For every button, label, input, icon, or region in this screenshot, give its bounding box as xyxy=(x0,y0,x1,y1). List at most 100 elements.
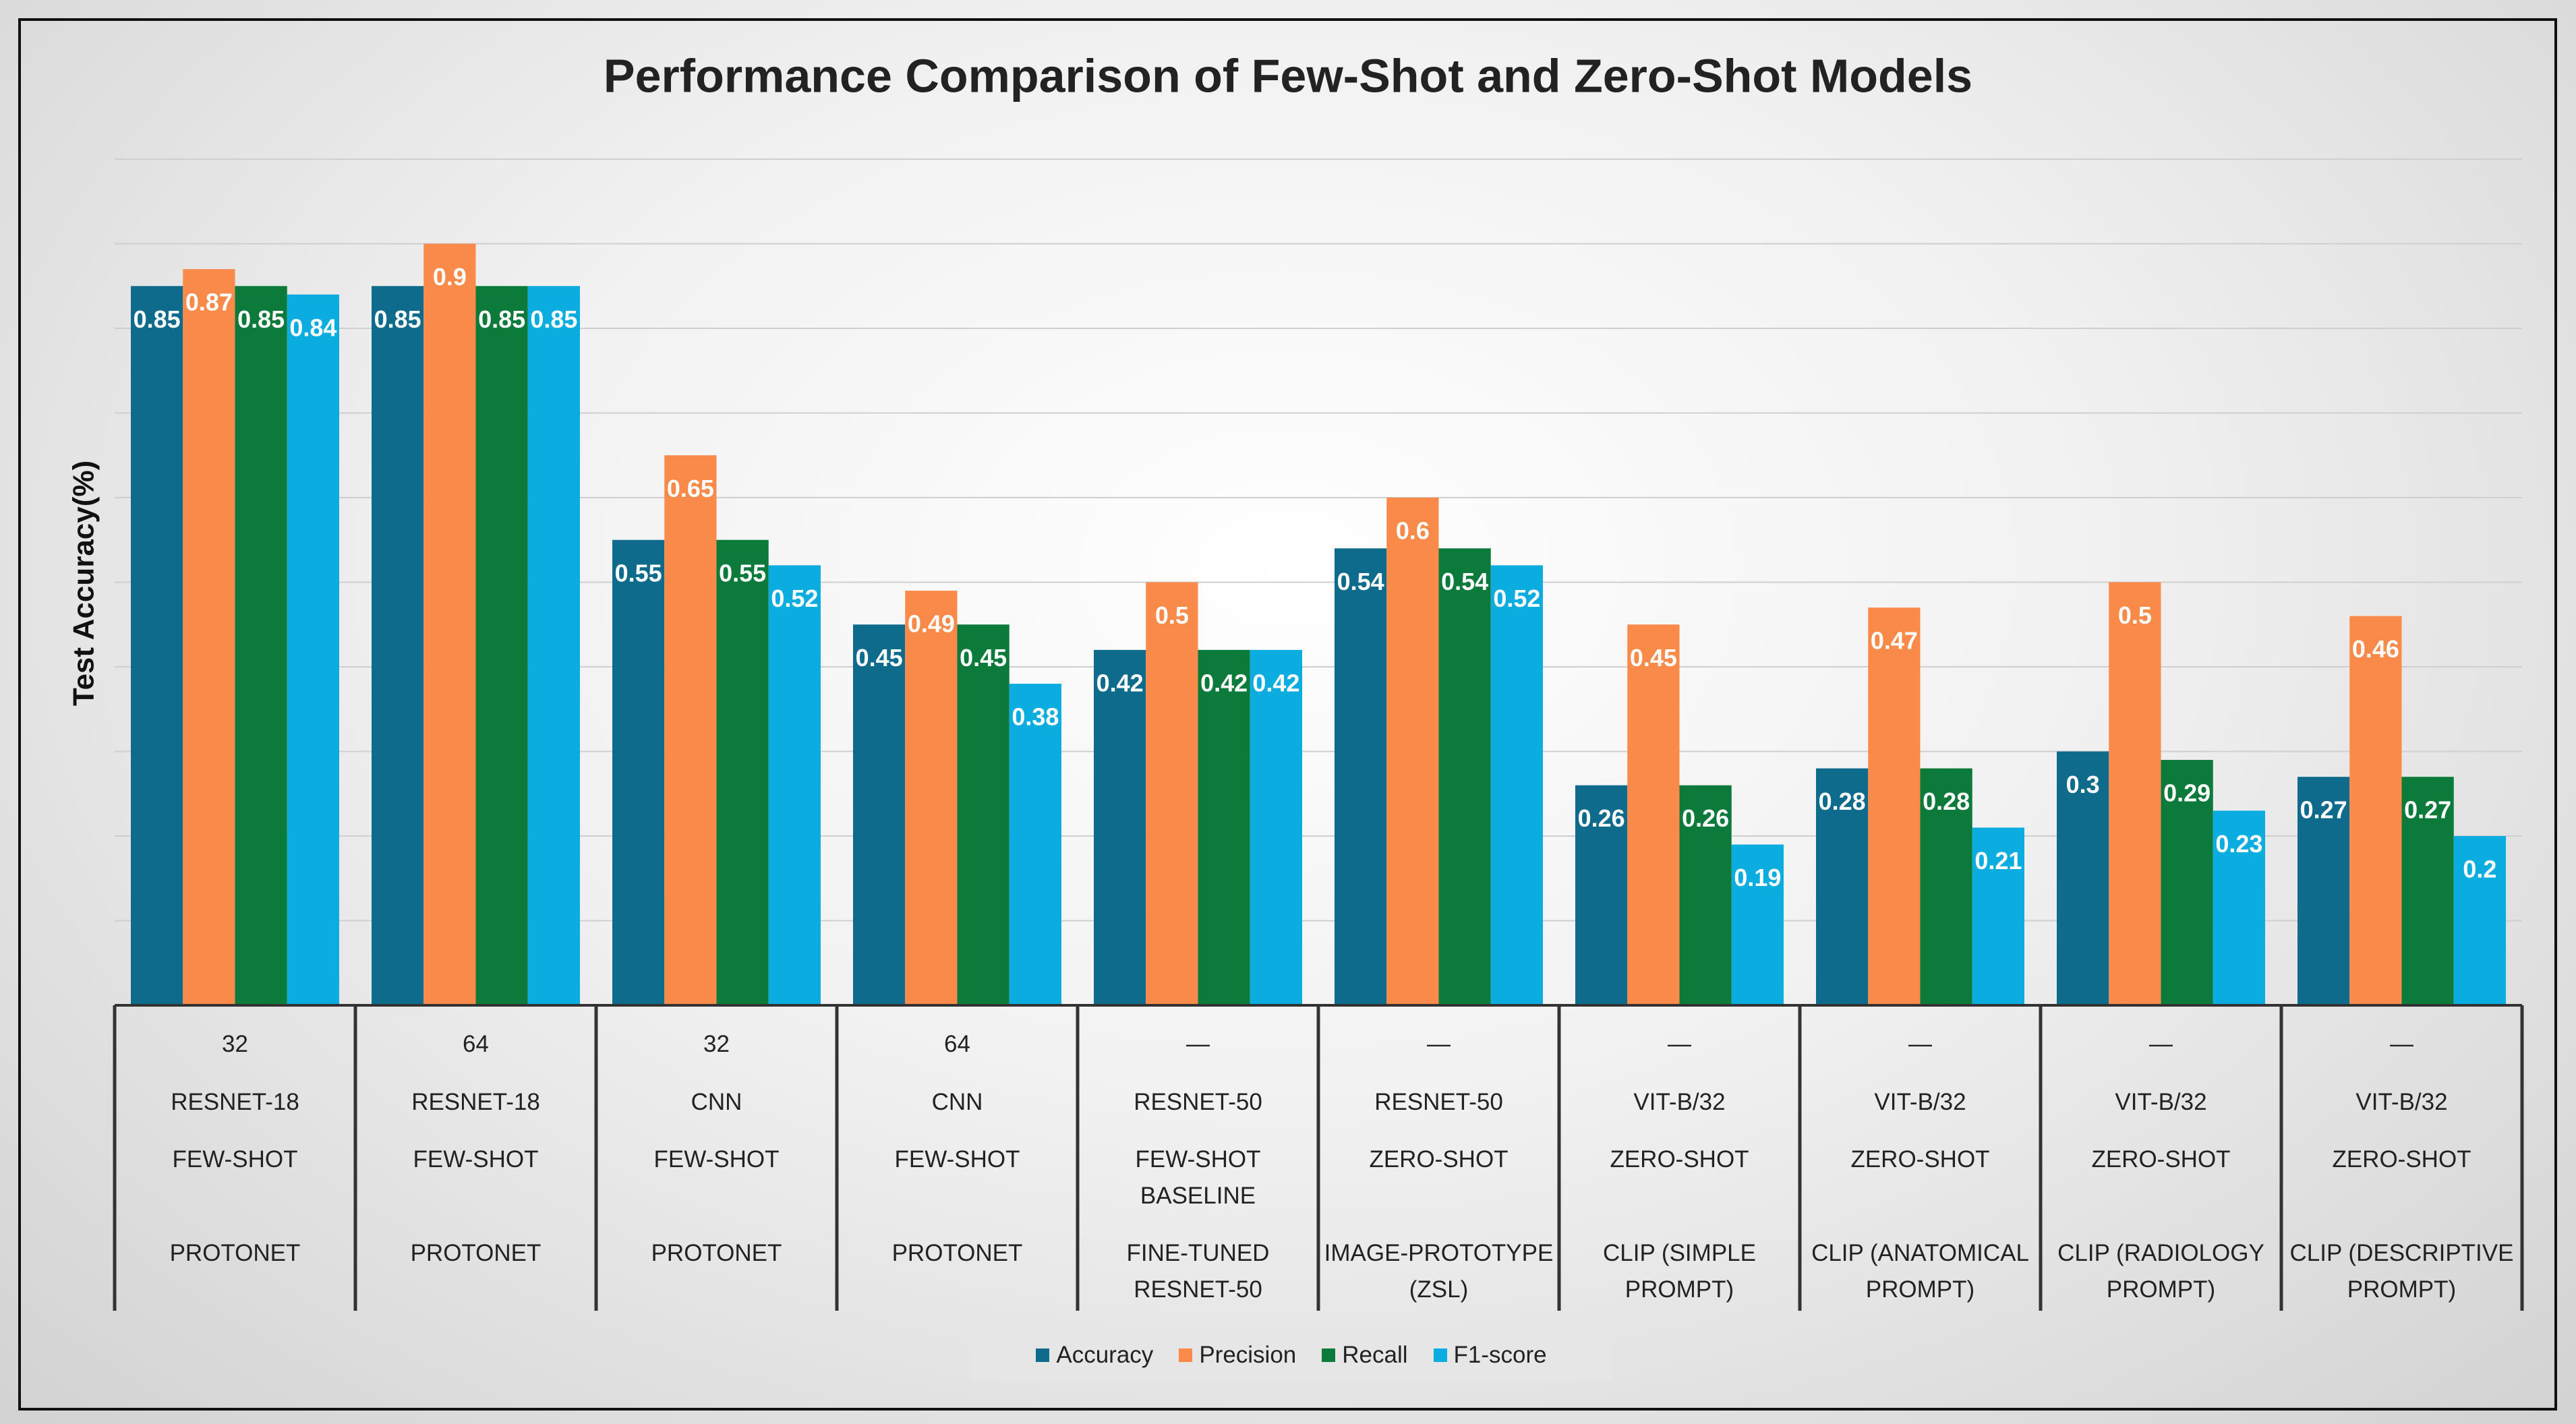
bar xyxy=(2213,810,2265,1005)
category-label: ZERO-SHOT xyxy=(1850,1146,1990,1173)
category-label: PROTONET xyxy=(651,1240,782,1266)
legend: Accuracy Precision Recall F1-score xyxy=(971,1330,1612,1381)
value-label: 0.85 xyxy=(237,305,285,333)
chart-title: Performance Comparison of Few-Shot and Z… xyxy=(604,49,1972,102)
bar xyxy=(1816,768,1869,1005)
bar xyxy=(2297,777,2350,1005)
category-label: 32 xyxy=(703,1031,730,1057)
value-label: 0.6 xyxy=(1396,517,1430,545)
bar xyxy=(1438,548,1491,1005)
value-label: 0.9 xyxy=(433,263,467,291)
bar xyxy=(1146,582,1198,1005)
category-label: FEW-SHOT xyxy=(413,1146,539,1173)
category-label: FINE-TUNED RESNET-50 xyxy=(1126,1240,1270,1303)
category-label: ZERO-SHOT xyxy=(1369,1146,1509,1173)
legend-label: Accuracy xyxy=(1056,1342,1154,1368)
category-label: CLIP (RADIOLOGY PROMPT) xyxy=(2057,1240,2264,1303)
bar xyxy=(423,243,476,1005)
category-label: VIT-B/32 xyxy=(2115,1089,2207,1115)
value-label: 0.2 xyxy=(2463,856,2496,883)
value-label: 0.26 xyxy=(1578,804,1625,832)
bar xyxy=(2109,582,2161,1005)
value-label: 0.45 xyxy=(1630,644,1677,672)
category-label: FEW-SHOT BASELINE xyxy=(1135,1146,1261,1209)
bar xyxy=(475,286,528,1005)
value-label: 0.23 xyxy=(2215,830,2262,858)
category-label: RESNET-18 xyxy=(411,1089,540,1115)
legend-label: F1-score xyxy=(1453,1342,1547,1368)
value-label: 0.28 xyxy=(1819,788,1866,815)
bar xyxy=(2401,777,2454,1005)
value-label: 0.19 xyxy=(1734,864,1781,891)
bar xyxy=(131,286,183,1005)
value-label: 0.27 xyxy=(2300,796,2347,824)
bar xyxy=(1490,565,1543,1005)
bar xyxy=(1972,827,2024,1005)
bar xyxy=(1198,649,1250,1005)
category-label: RESNET-50 xyxy=(1374,1089,1503,1115)
category-label: CLIP (DESCRIPTIVE PROMPT) xyxy=(2289,1240,2514,1303)
bar xyxy=(1250,649,1302,1005)
bar xyxy=(287,294,339,1005)
category-label: RESNET-50 xyxy=(1134,1089,1262,1115)
bar xyxy=(612,539,665,1005)
legend-swatch xyxy=(1322,1348,1336,1362)
category-label: PROTONET xyxy=(410,1240,541,1266)
legend-label: Precision xyxy=(1199,1342,1297,1368)
category-label: VIT-B/32 xyxy=(1874,1089,1966,1115)
legend-item: F1-score xyxy=(1433,1342,1547,1369)
category-label: ZERO-SHOT xyxy=(2091,1146,2231,1173)
value-label: 0.5 xyxy=(1155,601,1189,629)
category-label: ZERO-SHOT xyxy=(2332,1146,2471,1173)
value-label: 0.42 xyxy=(1096,669,1144,696)
value-label: 0.52 xyxy=(1493,585,1540,612)
legend-swatch xyxy=(1433,1348,1447,1362)
value-label: 0.85 xyxy=(530,305,577,333)
category-label: — xyxy=(1908,1031,1932,1057)
value-label: 0.38 xyxy=(1012,703,1059,731)
category-label: — xyxy=(1427,1031,1451,1057)
category-label: — xyxy=(2390,1031,2413,1057)
category-label: VIT-B/32 xyxy=(1633,1089,1726,1115)
bar xyxy=(1335,548,1387,1005)
bar xyxy=(1094,649,1146,1005)
bar xyxy=(372,286,424,1005)
category-label: 64 xyxy=(944,1031,970,1057)
value-label: 0.46 xyxy=(2352,635,2399,663)
category-label: — xyxy=(2149,1031,2173,1057)
category-label: CNN xyxy=(691,1089,742,1115)
category-label: FEW-SHOT xyxy=(894,1146,1020,1173)
legend-label: Recall xyxy=(1342,1342,1408,1368)
bar xyxy=(1009,684,1061,1005)
value-label: 0.55 xyxy=(719,559,766,587)
value-label: 0.21 xyxy=(1974,847,2022,874)
value-label: 0.54 xyxy=(1441,568,1488,595)
bar xyxy=(1575,785,1628,1005)
value-label: 0.42 xyxy=(1200,669,1248,696)
category-label: CLIP (ANATOMICAL PROMPT) xyxy=(1811,1240,2029,1303)
bar xyxy=(1386,498,1439,1005)
category-label: FEW-SHOT xyxy=(172,1146,298,1173)
bar xyxy=(2453,836,2506,1005)
bar xyxy=(957,624,1009,1005)
bar xyxy=(1920,768,1972,1005)
category-label: ZERO-SHOT xyxy=(1610,1146,1749,1173)
value-label: 0.87 xyxy=(185,289,233,316)
bar xyxy=(235,286,287,1005)
bar xyxy=(527,286,580,1005)
category-label: PROTONET xyxy=(891,1240,1023,1266)
bar xyxy=(1679,785,1732,1005)
value-label: 0.28 xyxy=(1923,788,1970,815)
value-label: 0.26 xyxy=(1682,804,1729,832)
value-label: 0.85 xyxy=(134,305,181,333)
category-label: — xyxy=(1186,1031,1210,1057)
category-label: — xyxy=(1668,1031,1691,1057)
value-label: 0.85 xyxy=(374,305,421,333)
bar xyxy=(2349,616,2402,1005)
value-label: 0.5 xyxy=(2118,601,2152,629)
bar xyxy=(768,565,821,1005)
value-label: 0.65 xyxy=(667,475,714,502)
category-label: CLIP (SIMPLE PROMPT) xyxy=(1603,1240,1756,1303)
legend-swatch xyxy=(1036,1348,1050,1362)
